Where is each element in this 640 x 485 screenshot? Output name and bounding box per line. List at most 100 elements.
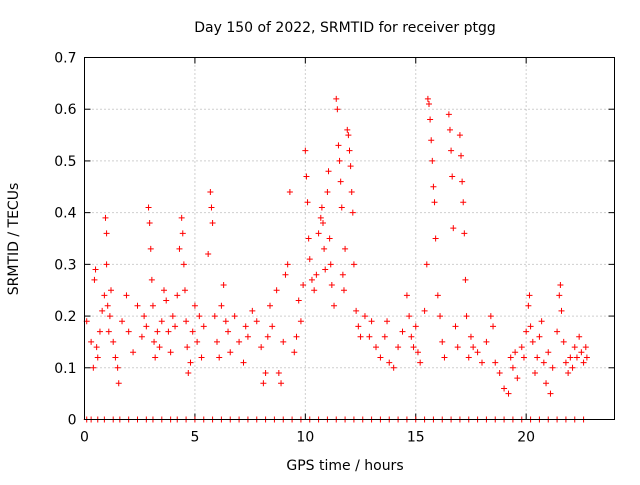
data-point (446, 126, 453, 133)
data-point (410, 344, 417, 351)
data-point (165, 328, 172, 335)
data-point (115, 380, 122, 387)
data-point (149, 302, 156, 309)
data-point (119, 318, 126, 325)
data-point (463, 313, 470, 320)
data-point (361, 313, 368, 320)
data-point (267, 302, 273, 309)
data-point (573, 354, 580, 361)
data-point (576, 333, 583, 340)
data-point (205, 251, 212, 258)
data-point (520, 354, 527, 361)
data-point (284, 261, 291, 268)
data-point (94, 354, 101, 361)
data-point (432, 235, 439, 242)
data-point (112, 354, 119, 361)
data-point (421, 307, 428, 314)
data-point (293, 333, 300, 340)
data-point (470, 344, 477, 351)
data-point (350, 261, 357, 268)
data-point (302, 147, 309, 154)
data-point (286, 188, 293, 195)
data-point (227, 349, 234, 356)
data-point (141, 313, 148, 320)
data-point (355, 323, 362, 330)
data-point (207, 188, 214, 195)
data-point (169, 313, 176, 320)
data-point (399, 328, 406, 335)
data-point (465, 354, 472, 361)
y-tick-label: 0.3 (54, 257, 76, 273)
data-point (189, 328, 196, 335)
data-point (200, 323, 207, 330)
data-point (582, 344, 589, 351)
data-point (346, 147, 353, 154)
data-point (532, 369, 538, 376)
y-tick-label: 0 (68, 413, 77, 429)
data-point (492, 359, 499, 366)
data-point (179, 230, 186, 237)
data-point (347, 163, 354, 170)
data-point (439, 338, 446, 345)
data-point (240, 359, 247, 366)
data-point (434, 292, 441, 299)
data-point (483, 338, 490, 345)
data-point (547, 390, 554, 397)
data-point (180, 261, 187, 268)
x-tick-label: 10 (296, 430, 314, 446)
data-point (90, 364, 97, 371)
data-point (317, 214, 324, 221)
data-point (148, 276, 155, 283)
data-point (366, 333, 373, 340)
data-point (194, 338, 201, 345)
data-point (428, 137, 435, 144)
data-point (474, 349, 481, 356)
data-point (456, 132, 463, 139)
data-point (529, 338, 536, 345)
data-point (412, 323, 419, 330)
data-point (258, 344, 265, 351)
data-points (83, 95, 590, 423)
data-point (147, 245, 154, 252)
data-point (512, 349, 519, 356)
data-point (191, 302, 198, 309)
x-tick-label: 0 (80, 430, 89, 446)
data-point (146, 219, 153, 226)
data-point (324, 188, 331, 195)
data-point (556, 292, 563, 299)
data-point (196, 313, 203, 320)
y-axis-label: SRMTID / TECUs (6, 183, 22, 296)
data-point (395, 344, 402, 351)
data-point (327, 261, 334, 268)
data-point (583, 354, 590, 361)
data-point (580, 359, 587, 366)
data-point (384, 318, 391, 325)
data-point (304, 199, 311, 206)
data-point (338, 204, 345, 211)
data-point (526, 292, 533, 299)
data-point (311, 287, 318, 294)
data-point (333, 95, 340, 102)
data-point (543, 380, 550, 387)
data-point (507, 354, 514, 361)
data-point (322, 266, 329, 273)
data-point (424, 95, 431, 102)
data-point (280, 338, 287, 345)
data-point (514, 375, 521, 382)
data-point (103, 230, 110, 237)
data-point (249, 307, 256, 314)
data-point (93, 344, 100, 351)
data-point (342, 245, 349, 252)
data-point (145, 204, 152, 211)
data-point (278, 380, 285, 387)
data-point (441, 354, 448, 361)
x-tick-label: 5 (190, 430, 199, 446)
data-point (320, 219, 326, 226)
data-point (216, 354, 223, 361)
data-point (102, 214, 109, 221)
data-point (414, 349, 421, 356)
data-point (185, 369, 192, 376)
data-point (373, 344, 379, 351)
